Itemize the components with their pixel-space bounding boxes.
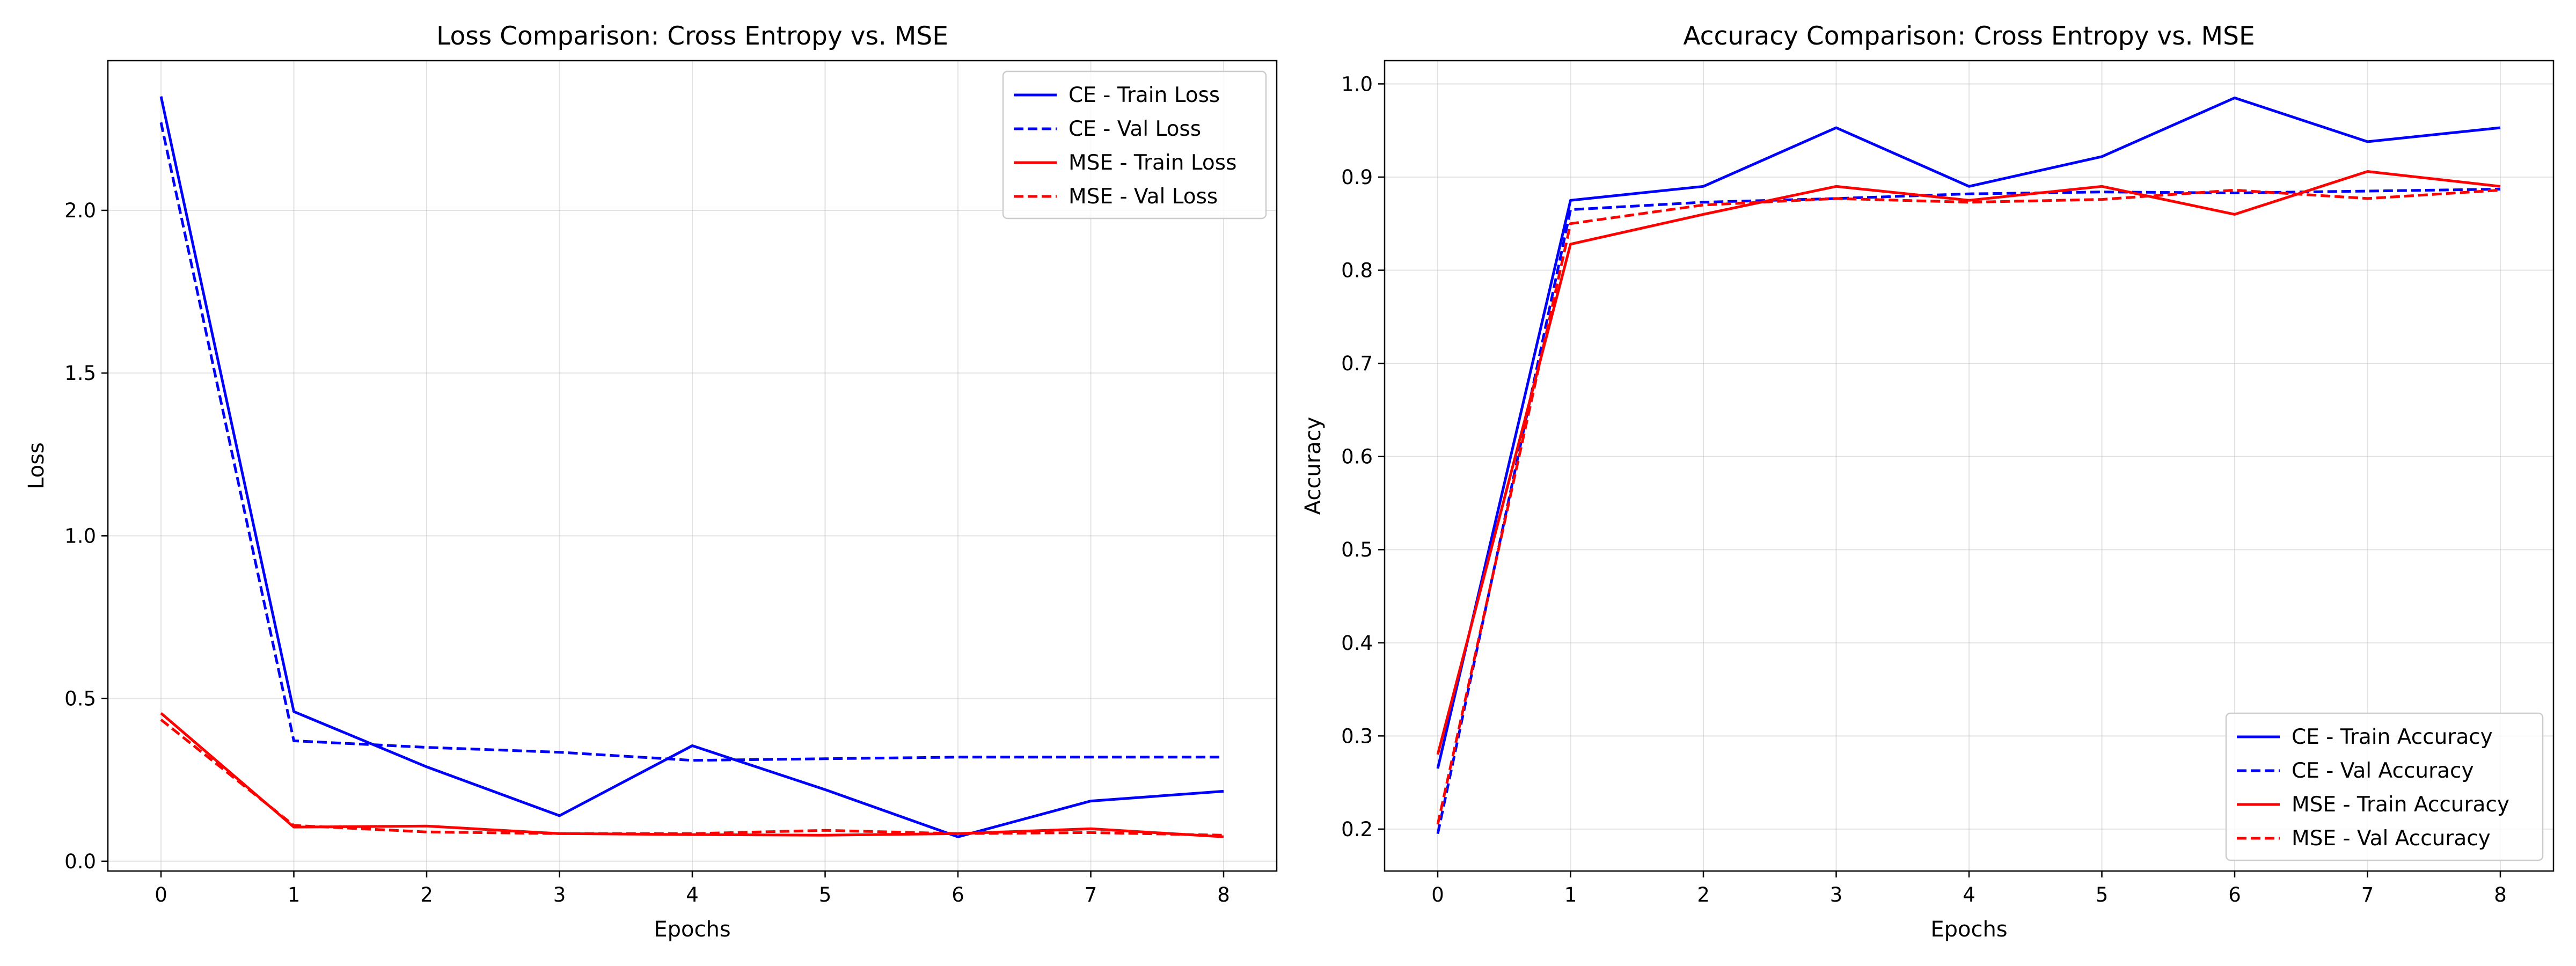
x-axis-label: Epochs [1930, 917, 2007, 942]
legend-box [2225, 712, 2544, 861]
y-tick-label: 2.0 [64, 199, 96, 222]
x-axis: 0 1 2 3 4 5 6 7 8 [155, 871, 1230, 906]
series-line-mse-val-loss [160, 719, 1224, 837]
y-tick-label: 0.9 [1341, 166, 1373, 189]
y-tick-label: 1.0 [64, 524, 96, 547]
series-line-ce-val-loss [159, 122, 1224, 762]
x-tick-label: 5 [819, 883, 832, 906]
x-axis-label: Epochs [654, 917, 730, 942]
y-tick-label: 0.2 [1341, 818, 1373, 841]
legend-label: MSE - Val Loss [1069, 185, 1218, 209]
legend-label: MSE - Train Loss [1069, 151, 1236, 175]
x-tick-label: 7 [1085, 883, 1097, 906]
x-tick-label: 5 [2096, 883, 2109, 906]
x-tick-label: 4 [686, 883, 699, 906]
y-tick-label: 1.5 [64, 362, 96, 385]
x-tick-label: 1 [1564, 883, 1577, 906]
series-line-ce-train-loss [159, 96, 1224, 838]
x-tick-label: 1 [288, 883, 301, 906]
series-line-mse-train-accuracy [1436, 170, 2501, 755]
y-tick-label: 0.3 [1341, 724, 1373, 748]
x-tick-label: 4 [1963, 883, 1975, 906]
series-line-ce-val-accuracy [1436, 188, 2501, 835]
series-lines [159, 96, 1224, 838]
y-axis: 0.2 0.3 0.4 0.5 0.6 0.7 0.8 0.9 1.0 [1341, 72, 1385, 841]
y-axis-label: Accuracy [1301, 417, 1326, 515]
y-axis: 0.0 0.5 1.0 1.5 2.0 [64, 199, 108, 873]
series-line-mse-val-accuracy [1436, 188, 2501, 825]
series-line-ce-train-accuracy [1436, 96, 2501, 769]
x-tick-label: 6 [952, 883, 964, 906]
x-tick-label: 6 [2228, 883, 2241, 906]
legend-label: MSE - Val Accuracy [2292, 826, 2491, 851]
y-tick-label: 0.4 [1341, 632, 1373, 655]
y-tick-label: 0.7 [1341, 352, 1373, 375]
y-tick-label: 1.0 [1341, 72, 1373, 96]
x-axis: 0 1 2 3 4 5 6 7 8 [1431, 871, 2507, 906]
x-tick-label: 3 [1830, 883, 1843, 906]
chart-panel-loss: 0 1 2 3 4 5 6 7 8 0.0 0.5 1.0 1.5 2.0 Loss Comparison:… [24, 21, 1278, 942]
x-tick-label: 3 [553, 883, 566, 906]
x-tick-label: 0 [1431, 883, 1444, 906]
y-tick-label: 0.5 [1341, 538, 1373, 561]
chart-title: Loss Comparison: Cross Entropy vs. MSE [436, 21, 948, 51]
y-tick-label: 0.5 [64, 687, 96, 711]
x-tick-label: 8 [1217, 883, 1230, 906]
x-tick-label: 0 [155, 883, 167, 906]
y-axis-label: Loss [24, 442, 49, 489]
legend-label: CE - Train Loss [1069, 83, 1220, 107]
x-tick-label: 2 [1697, 883, 1710, 906]
legend-label: CE - Val Loss [1069, 117, 1201, 141]
y-tick-label: 0.0 [64, 850, 96, 873]
y-tick-label: 0.6 [1341, 445, 1373, 469]
chart-title: Accuracy Comparison: Cross Entropy vs. M… [1683, 21, 2255, 51]
legend-label: CE - Val Accuracy [2292, 759, 2474, 783]
legend: CE - Train Accuracy CE - Val Accuracy MSE … [2225, 712, 2544, 861]
legend-label: CE - Train Accuracy [2292, 725, 2493, 749]
legend-label: MSE - Train Accuracy [2292, 793, 2509, 817]
x-tick-label: 8 [2494, 883, 2507, 906]
legend-box [1002, 70, 1267, 219]
chart-panel-accuracy: 0 1 2 3 4 5 6 7 8 0.2 0.3 0.4 0.5 0.6 0.7 0.8 0.9 1.0 Accu… [1301, 21, 2555, 942]
x-tick-label: 7 [2361, 883, 2374, 906]
y-tick-label: 0.8 [1341, 259, 1373, 282]
legend: CE - Train Loss CE - Val Loss MSE - Train … [1002, 70, 1267, 219]
x-tick-label: 2 [420, 883, 433, 906]
series-lines [1436, 96, 2501, 835]
